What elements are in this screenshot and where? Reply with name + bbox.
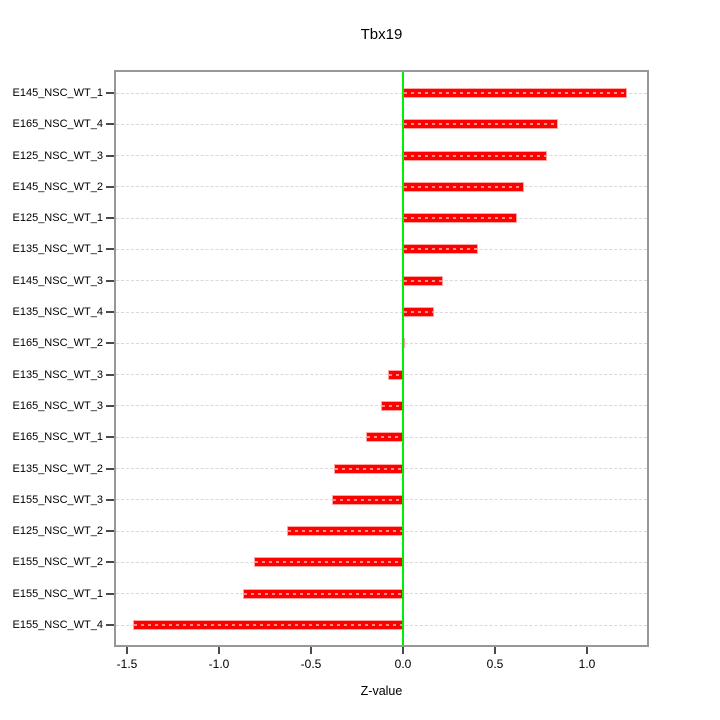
bar-E135_NSC_WT_1: [403, 244, 479, 255]
bar-E165_NSC_WT_1: [366, 432, 403, 443]
y-axis-tick: [106, 92, 114, 94]
y-axis-tick: [106, 530, 114, 533]
bar-E125_NSC_WT_1: [403, 213, 518, 224]
bar-E145_NSC_WT_1: [403, 88, 628, 98]
y-axis-label: E125_NSC_WT_3: [12, 149, 104, 162]
row-gridline: [116, 311, 647, 313]
y-axis-label: E125_NSC_WT_1: [12, 212, 104, 225]
y-axis-label: E135_NSC_WT_4: [12, 306, 104, 319]
x-axis-tick-label: -1.5: [116, 657, 138, 671]
y-axis-tick: [106, 279, 114, 282]
row-gridline: [116, 342, 647, 344]
y-axis-tick: [106, 373, 114, 376]
bar-E135_NSC_WT_3: [388, 369, 403, 380]
bar-E145_NSC_WT_2: [403, 181, 525, 192]
y-axis-tick: [106, 561, 114, 564]
y-axis-label: E165_NSC_WT_3: [12, 399, 104, 412]
y-axis-tick: [106, 592, 114, 595]
x-axis-tick: [586, 647, 588, 654]
x-axis-title: Z-value: [360, 684, 403, 698]
bar-E155_NSC_WT_2: [253, 557, 403, 568]
row-gridline: [116, 217, 647, 219]
y-axis-label: E135_NSC_WT_1: [12, 243, 104, 256]
bar-E155_NSC_WT_3: [332, 494, 403, 505]
y-axis-label: E155_NSC_WT_3: [12, 493, 104, 506]
x-axis-tick-label: -0.5: [300, 657, 322, 671]
bar-E135_NSC_WT_2: [333, 463, 403, 474]
y-axis-label: E165_NSC_WT_1: [12, 431, 104, 444]
y-axis-label: E125_NSC_WT_2: [12, 525, 104, 538]
y-axis-tick: [106, 248, 114, 251]
y-axis-tick: [106, 311, 114, 314]
row-gridline: [116, 123, 647, 125]
y-axis-label: E165_NSC_WT_4: [12, 118, 104, 131]
y-axis-tick: [106, 217, 114, 220]
y-axis-tick: [106, 624, 114, 626]
y-axis-label: E135_NSC_WT_3: [12, 368, 104, 381]
x-axis-tick: [494, 647, 496, 654]
y-axis-label: E165_NSC_WT_2: [12, 337, 104, 350]
bar-E135_NSC_WT_4: [403, 307, 435, 318]
chart-title: Tbx19: [360, 26, 403, 43]
y-axis-tick: [106, 467, 114, 470]
y-axis-label: E155_NSC_WT_2: [12, 556, 104, 569]
row-gridline: [116, 186, 647, 188]
y-axis-tick: [106, 185, 114, 188]
x-axis-tick: [402, 647, 404, 654]
row-gridline: [116, 155, 647, 157]
bar-E125_NSC_WT_3: [403, 150, 547, 161]
bar-E155_NSC_WT_1: [242, 588, 403, 599]
bar-E165_NSC_WT_4: [403, 119, 558, 130]
x-axis-tick-label: 0.0: [394, 657, 412, 671]
bar-E145_NSC_WT_3: [403, 275, 444, 286]
bar-E165_NSC_WT_3: [380, 400, 403, 411]
x-axis-tick: [218, 647, 220, 654]
zero-reference-line: [402, 70, 404, 647]
y-axis-label: E135_NSC_WT_2: [12, 462, 104, 475]
x-axis-tick-label: 0.5: [486, 657, 504, 671]
row-gridline: [116, 248, 647, 250]
y-axis-tick: [106, 154, 114, 157]
row-gridline: [116, 374, 647, 376]
x-axis-tick-label: -1.0: [208, 657, 230, 671]
row-gridline: [116, 92, 647, 94]
plot-area: [114, 70, 649, 647]
y-axis-label: E145_NSC_WT_3: [12, 274, 104, 287]
y-axis-label: E145_NSC_WT_1: [12, 87, 104, 99]
x-axis-tick-label: 1.0: [578, 657, 596, 671]
y-axis-tick: [106, 404, 114, 407]
y-axis-label: E145_NSC_WT_2: [12, 180, 104, 193]
x-axis-tick: [310, 647, 312, 654]
row-gridline: [116, 280, 647, 282]
y-axis-label: E155_NSC_WT_4: [12, 619, 104, 631]
bar-E125_NSC_WT_2: [287, 526, 403, 537]
y-axis-label: E155_NSC_WT_1: [12, 587, 104, 600]
y-axis-tick: [106, 342, 114, 345]
y-axis-tick: [106, 498, 114, 501]
y-axis-tick: [106, 123, 114, 126]
y-axis-tick: [106, 436, 114, 439]
x-axis-tick: [126, 647, 128, 654]
bar-E155_NSC_WT_4: [132, 620, 403, 630]
